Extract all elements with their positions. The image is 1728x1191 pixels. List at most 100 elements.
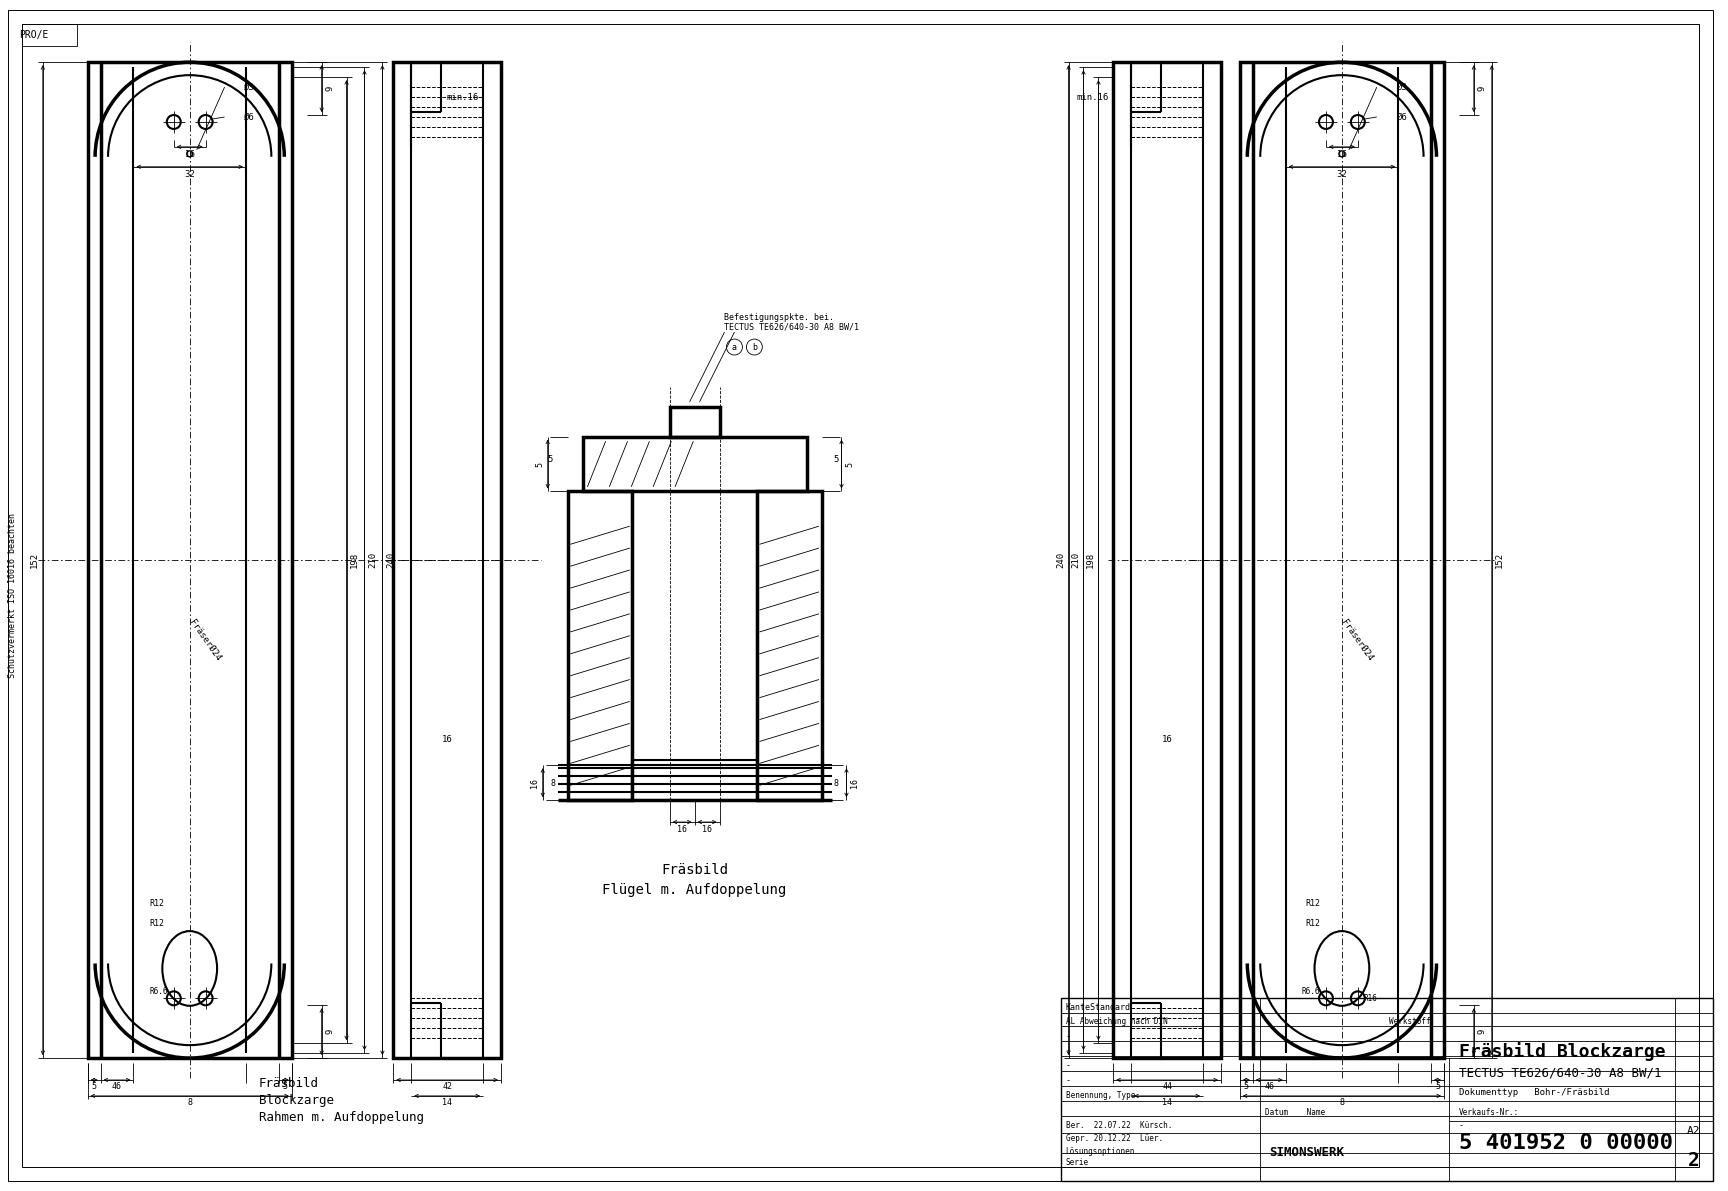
Bar bbox=[22, 24, 76, 46]
Text: 16: 16 bbox=[1337, 150, 1346, 160]
Text: 5: 5 bbox=[548, 455, 553, 463]
Text: Serie: Serie bbox=[1066, 1158, 1089, 1167]
Text: 16: 16 bbox=[442, 735, 453, 744]
Text: 16: 16 bbox=[1161, 735, 1173, 744]
Text: 16: 16 bbox=[185, 150, 195, 160]
Text: 5: 5 bbox=[283, 1083, 289, 1091]
Text: Ber.  22.07.22  Kürsch.: Ber. 22.07.22 Kürsch. bbox=[1066, 1121, 1172, 1130]
Text: 46: 46 bbox=[112, 1083, 123, 1091]
Text: 32: 32 bbox=[185, 170, 195, 180]
Bar bbox=[394, 62, 501, 1058]
Bar bbox=[632, 760, 757, 800]
Text: R12: R12 bbox=[1305, 899, 1320, 909]
Text: 8: 8 bbox=[833, 779, 838, 787]
Text: 42: 42 bbox=[442, 1083, 453, 1091]
Text: 8: 8 bbox=[1339, 1098, 1344, 1108]
Text: 5: 5 bbox=[845, 462, 854, 467]
Text: -: - bbox=[1066, 1031, 1071, 1041]
Text: Gepr. 20.12.22  Lüer.: Gepr. 20.12.22 Lüer. bbox=[1066, 1134, 1163, 1143]
Text: Lösungsoptionen: Lösungsoptionen bbox=[1066, 1147, 1135, 1156]
Bar bbox=[1674, 998, 1712, 1180]
Text: a: a bbox=[733, 343, 736, 351]
Bar bbox=[88, 62, 292, 1058]
Text: Werkstoff: Werkstoff bbox=[1389, 1017, 1431, 1025]
Text: -: - bbox=[1066, 1077, 1071, 1085]
Text: KanteStandard: KanteStandard bbox=[1066, 1003, 1130, 1012]
Bar bbox=[757, 492, 821, 800]
Text: 9: 9 bbox=[1477, 1029, 1486, 1034]
Text: Rahmen m. Aufdoppelung: Rahmen m. Aufdoppelung bbox=[259, 1111, 423, 1124]
Text: R12: R12 bbox=[150, 899, 164, 909]
Bar bbox=[670, 407, 719, 437]
Text: Ø3: Ø3 bbox=[1396, 82, 1407, 92]
Text: -: - bbox=[1066, 1061, 1071, 1071]
Text: 5: 5 bbox=[833, 455, 838, 463]
Text: 14: 14 bbox=[1163, 1098, 1172, 1108]
Text: 152: 152 bbox=[31, 553, 40, 568]
Text: 9: 9 bbox=[325, 1029, 334, 1034]
Text: PRO/E: PRO/E bbox=[19, 30, 48, 40]
Text: Flügel m. Aufdoppelung: Flügel m. Aufdoppelung bbox=[603, 883, 786, 897]
Bar bbox=[1113, 62, 1222, 1058]
Text: 210: 210 bbox=[1071, 553, 1080, 568]
Text: R6.6: R6.6 bbox=[1301, 987, 1320, 996]
Text: 16: 16 bbox=[702, 824, 712, 834]
Text: min.16: min.16 bbox=[446, 93, 479, 101]
Text: 32: 32 bbox=[1336, 170, 1348, 180]
Text: 16: 16 bbox=[530, 778, 539, 787]
Text: 198: 198 bbox=[351, 553, 359, 568]
Bar bbox=[582, 437, 807, 492]
Text: Fräsbild Blockzarge: Fräsbild Blockzarge bbox=[1458, 1042, 1666, 1061]
Text: -: - bbox=[1066, 1047, 1071, 1055]
Text: R12: R12 bbox=[1305, 919, 1320, 928]
Text: 5: 5 bbox=[536, 462, 544, 467]
Text: 16: 16 bbox=[850, 778, 859, 787]
Text: 198: 198 bbox=[1085, 553, 1096, 568]
Bar bbox=[1061, 998, 1712, 1180]
Text: 2: 2 bbox=[1688, 1152, 1700, 1170]
Text: FräserØ24: FräserØ24 bbox=[1339, 617, 1374, 662]
Text: AL Abweichung nach DIN: AL Abweichung nach DIN bbox=[1066, 1017, 1168, 1025]
Text: 9: 9 bbox=[325, 86, 334, 92]
Text: Fräsbild: Fräsbild bbox=[259, 1078, 320, 1091]
Text: R6.6: R6.6 bbox=[149, 987, 168, 996]
Text: 9: 9 bbox=[1477, 86, 1486, 92]
Bar bbox=[1239, 62, 1445, 1058]
Text: Dokumenttyp   Bohr-/Fräsbild: Dokumenttyp Bohr-/Fräsbild bbox=[1458, 1089, 1609, 1097]
Text: Datum    Name: Datum Name bbox=[1265, 1109, 1325, 1117]
Text: Ø3: Ø3 bbox=[244, 82, 256, 92]
Text: 14: 14 bbox=[442, 1098, 453, 1108]
Text: min.16: min.16 bbox=[1077, 93, 1108, 101]
Text: b: b bbox=[752, 343, 757, 351]
Text: 152: 152 bbox=[1495, 553, 1505, 568]
Text: 5 401952 0 00000: 5 401952 0 00000 bbox=[1458, 1133, 1673, 1153]
Text: SIMONSWERK: SIMONSWERK bbox=[1270, 1146, 1344, 1159]
Text: 5: 5 bbox=[1434, 1083, 1439, 1091]
Text: Ø6: Ø6 bbox=[1396, 112, 1407, 121]
Text: Fräsbild: Fräsbild bbox=[662, 862, 727, 877]
Text: Befestigungspkte. bei.: Befestigungspkte. bei. bbox=[724, 313, 835, 322]
Text: 5: 5 bbox=[1244, 1083, 1249, 1091]
Text: -: - bbox=[1458, 1121, 1464, 1130]
Bar bbox=[567, 492, 632, 800]
Text: 8: 8 bbox=[551, 779, 556, 787]
Text: 240: 240 bbox=[1056, 553, 1064, 568]
Text: 240: 240 bbox=[385, 553, 396, 568]
Text: 44: 44 bbox=[1163, 1083, 1172, 1091]
Text: R16: R16 bbox=[1363, 993, 1377, 1003]
Text: Blockzarge: Blockzarge bbox=[259, 1095, 334, 1108]
Text: 8: 8 bbox=[187, 1098, 192, 1108]
Text: TECTUS TE626/640-30 A8 BW/1: TECTUS TE626/640-30 A8 BW/1 bbox=[724, 323, 859, 331]
Text: Schutzvermerkt ISO 16016 beachten: Schutzvermerkt ISO 16016 beachten bbox=[9, 513, 17, 679]
Text: TECTUS TE626/640-30 A8 BW/1: TECTUS TE626/640-30 A8 BW/1 bbox=[1458, 1066, 1661, 1079]
Text: R12: R12 bbox=[150, 919, 164, 928]
Text: 5: 5 bbox=[92, 1083, 97, 1091]
Text: 210: 210 bbox=[368, 553, 377, 568]
Text: 46: 46 bbox=[1265, 1083, 1274, 1091]
Text: 16: 16 bbox=[677, 824, 688, 834]
Text: FräserØ24: FräserØ24 bbox=[187, 617, 223, 662]
Text: Verkaufs-Nr.:: Verkaufs-Nr.: bbox=[1458, 1109, 1519, 1117]
Text: Ø6: Ø6 bbox=[244, 112, 256, 121]
Text: A2: A2 bbox=[1687, 1125, 1700, 1136]
Text: Benennung, Type: Benennung, Type bbox=[1066, 1091, 1135, 1100]
